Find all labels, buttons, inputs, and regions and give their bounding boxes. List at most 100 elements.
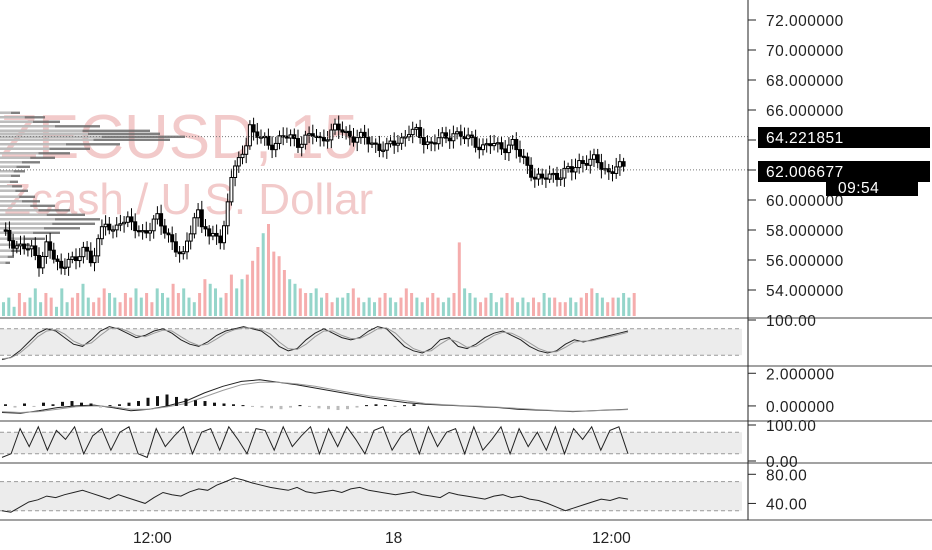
macd-histogram-bar: [355, 405, 359, 408]
macd-histogram-bar: [175, 396, 178, 406]
candle-body: [333, 123, 337, 131]
macd-histogram-bar: [137, 401, 140, 406]
candle-body: [310, 133, 315, 137]
volume-bar: [335, 297, 339, 316]
candle-body: [595, 154, 600, 164]
volume-bar: [494, 302, 498, 316]
volume-bar: [224, 293, 228, 316]
volume-bar: [187, 297, 191, 316]
candle-body: [366, 136, 371, 145]
volume-bar: [245, 274, 249, 316]
volume-bar: [182, 288, 186, 316]
candle-body: [455, 131, 460, 135]
candle-body: [236, 157, 241, 167]
candle-body: [111, 229, 115, 232]
volume-profile-bar-inner: [0, 231, 33, 234]
candle-body: [410, 128, 415, 136]
candle-body: [473, 137, 478, 148]
candle-body: [610, 171, 615, 174]
volume-bar: [219, 297, 223, 316]
candle-body: [233, 165, 238, 179]
candle-body: [418, 127, 423, 139]
volume-bar: [277, 256, 281, 316]
price-tag-bg: [758, 127, 930, 148]
macd-histogram-bar: [146, 397, 150, 406]
candle-body: [458, 131, 463, 137]
volume-bar: [81, 283, 85, 316]
pane-tick-label: 2.000000: [766, 366, 835, 383]
candle-body: [373, 142, 378, 145]
candle-body: [251, 124, 256, 133]
candle-body: [33, 245, 38, 256]
volume-bar: [60, 288, 64, 316]
candle-body: [229, 177, 234, 203]
volume-bar: [553, 297, 557, 316]
candle-body: [529, 164, 534, 178]
candle-body: [159, 213, 164, 227]
volume-bar: [420, 302, 424, 316]
volume-profile-bar-inner: [0, 138, 94, 141]
candle-body: [421, 137, 426, 146]
volume-bar: [102, 288, 106, 316]
volume-profile-bar-inner: [0, 147, 50, 150]
macd-histogram-bar: [346, 405, 349, 410]
volume-bar: [325, 293, 329, 316]
volume-bar: [611, 297, 615, 316]
macd-histogram-bar: [232, 404, 235, 406]
candle-body: [51, 249, 56, 260]
candle-body: [55, 258, 60, 262]
macd-histogram-bar: [270, 405, 273, 409]
candle-body: [580, 160, 585, 164]
volume-bar: [516, 302, 520, 316]
candle-body: [358, 131, 363, 139]
candle-body: [584, 162, 589, 166]
candle-body: [3, 229, 8, 232]
candle-body: [99, 226, 104, 240]
macd-histogram-bar: [51, 404, 55, 406]
pane-tick-label: 0.00: [766, 454, 798, 471]
volume-bar: [129, 297, 133, 316]
candle-body: [614, 166, 619, 174]
volume-bar: [452, 293, 456, 316]
macd-histogram-bar: [156, 396, 159, 406]
macd-histogram-bar: [289, 405, 292, 408]
volume-bar: [314, 288, 318, 316]
volume-bar: [145, 293, 149, 316]
macd-histogram-bar: [99, 405, 102, 408]
macd-histogram-bar: [13, 405, 17, 408]
candle-body: [336, 123, 341, 131]
volume-bar: [304, 293, 308, 316]
pane-tick-label: 100.00: [766, 313, 816, 330]
candle-body: [118, 223, 123, 226]
volume-bar: [298, 288, 302, 316]
candle-body: [492, 143, 497, 147]
volume-bar: [431, 293, 435, 316]
volume-bar: [479, 302, 482, 316]
volume-bar: [161, 293, 164, 316]
volume-bar: [463, 288, 467, 316]
candle-body: [240, 153, 245, 159]
volume-bar: [12, 306, 16, 316]
volume-profile-bar-inner: [0, 132, 88, 135]
macd-histogram-bar: [374, 404, 378, 406]
candle-body: [29, 245, 34, 250]
candle-body: [414, 127, 419, 130]
volume-profile-bar-inner: [0, 156, 31, 159]
candle-body: [129, 216, 134, 223]
candle-body: [592, 154, 596, 160]
candle-body: [599, 162, 604, 170]
macd-histogram-bar: [222, 403, 226, 406]
candle-body: [303, 134, 308, 145]
volume-bar: [563, 302, 567, 316]
volume-profile-bar-inner: [0, 111, 11, 114]
candle-body: [384, 143, 389, 151]
volume-profile-bar-inner: [0, 174, 11, 177]
volume-profile-bar-inner: [0, 170, 14, 173]
volume-bar: [288, 279, 292, 316]
volume-bar: [261, 233, 265, 316]
volume-bar: [49, 297, 53, 316]
macd-histogram-bar: [61, 401, 64, 406]
candle-body: [162, 225, 167, 234]
volume-bar: [251, 260, 255, 316]
